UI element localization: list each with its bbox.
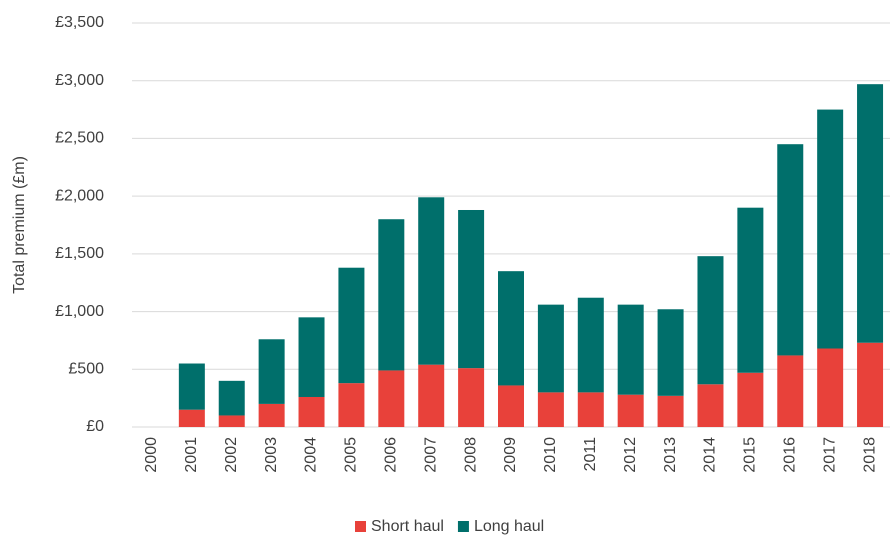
bar [178, 409, 205, 427]
bar [777, 355, 804, 427]
x-tick-label: 2015 [742, 437, 759, 473]
bar [298, 396, 325, 427]
x-tick-label: 2012 [622, 437, 639, 473]
bar [218, 415, 245, 427]
bar [378, 219, 405, 371]
bar [258, 339, 285, 404]
x-tick-label: 2003 [263, 437, 280, 473]
x-tick-label: 2011 [582, 437, 599, 472]
x-tick-label: 2014 [702, 437, 719, 473]
bar [657, 309, 684, 396]
bar [537, 392, 564, 427]
legend-swatch [457, 521, 469, 532]
bar [498, 385, 524, 427]
x-tick-label: 2009 [502, 437, 519, 473]
bar [338, 267, 365, 384]
bar [617, 304, 644, 395]
bar [418, 197, 445, 365]
bar [218, 380, 245, 416]
bar [537, 304, 564, 393]
y-tick-label: £3,500 [55, 14, 104, 31]
x-tick-label: 2002 [223, 437, 240, 473]
bar [817, 109, 844, 349]
x-tick-label: 2005 [343, 437, 360, 473]
y-tick-label: £1,500 [55, 245, 104, 262]
bar [577, 392, 604, 427]
y-tick-label: £2,500 [55, 130, 104, 147]
bar [697, 256, 724, 385]
bar [458, 209, 485, 369]
bar [378, 370, 405, 427]
bar [418, 364, 445, 427]
bar [498, 271, 524, 386]
y-tick-label: £3,000 [55, 72, 104, 89]
x-tick-label: 2017 [821, 437, 838, 473]
bar [178, 363, 205, 410]
legend-swatch [355, 521, 366, 532]
x-tick-label: 2004 [303, 437, 320, 473]
bar [737, 207, 764, 373]
y-tick-label: £500 [68, 361, 104, 378]
x-tick-label: 2013 [662, 437, 679, 473]
bar [817, 348, 844, 427]
x-tick-label: 2006 [383, 437, 400, 473]
bar [857, 84, 884, 343]
bar [857, 342, 884, 427]
legend-label: Long haul [474, 518, 544, 535]
legend-label: Short haul [371, 518, 444, 535]
x-tick-label: 2001 [183, 437, 200, 473]
bar [737, 372, 764, 427]
y-tick-label: £0 [86, 418, 104, 435]
y-axis-label: Total premium (£m) [11, 156, 28, 294]
y-tick-label: £2,000 [55, 187, 104, 204]
bar [458, 368, 485, 427]
bar [338, 383, 365, 427]
x-tick-label: 2007 [422, 437, 439, 473]
y-tick-label: £1,000 [55, 303, 104, 320]
bar [697, 384, 724, 427]
x-tick-label: 2008 [462, 437, 479, 473]
bar [777, 144, 804, 356]
bar [258, 403, 285, 427]
x-tick-label: 2000 [143, 437, 160, 473]
bar [577, 297, 604, 393]
bar [298, 317, 325, 397]
x-tick-label: 2010 [542, 437, 559, 473]
x-tick-label: 2018 [861, 437, 878, 473]
bar [657, 395, 684, 427]
bar [617, 394, 644, 427]
x-tick-label: 2016 [781, 437, 798, 473]
